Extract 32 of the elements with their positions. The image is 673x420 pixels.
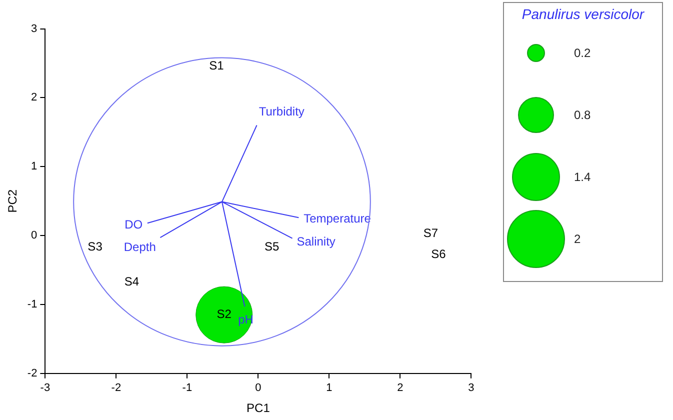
legend-label: 2 [574, 232, 581, 246]
y-tick-label: 2 [31, 92, 38, 104]
annotation: S1 [209, 58, 224, 72]
x-tick-label: -3 [40, 382, 50, 394]
y-axis-title: PC2 [6, 189, 20, 213]
y-tick-label: 0 [31, 230, 38, 242]
x-axis-title: PC1 [246, 401, 270, 416]
series-label: pH [238, 312, 254, 327]
annotation: S6 [431, 247, 446, 262]
legend-label: 0.2 [574, 46, 591, 60]
annotation: S2 [216, 307, 232, 322]
y-tick-label: 3 [31, 22, 38, 35]
series-label: Depth [124, 240, 156, 254]
legend-label: 0.8 [574, 108, 591, 122]
series-label: DO [124, 218, 143, 232]
annotation: S5 [264, 240, 280, 254]
x-tick-label: 3 [468, 382, 474, 394]
x-tick-label: -2 [111, 382, 122, 394]
annotation: S4 [124, 274, 140, 289]
x-tick-label: 2 [397, 382, 404, 394]
series-label: Turbidity [258, 104, 304, 118]
y-tick-label: 1 [31, 160, 38, 173]
legend-title: Panulirus versicolor [520, 6, 646, 22]
x-tick-label: 0 [255, 382, 262, 394]
y-tick-label: -1 [27, 298, 38, 311]
legend-label: 1.4 [574, 170, 591, 184]
annotation: S7 [423, 226, 438, 240]
y-tick-label: -2 [27, 367, 38, 380]
x-tick-label: 1 [326, 382, 332, 394]
x-tick-label: -1 [182, 382, 192, 394]
annotation: S3 [88, 240, 103, 254]
series-label: Salinity [296, 234, 336, 248]
